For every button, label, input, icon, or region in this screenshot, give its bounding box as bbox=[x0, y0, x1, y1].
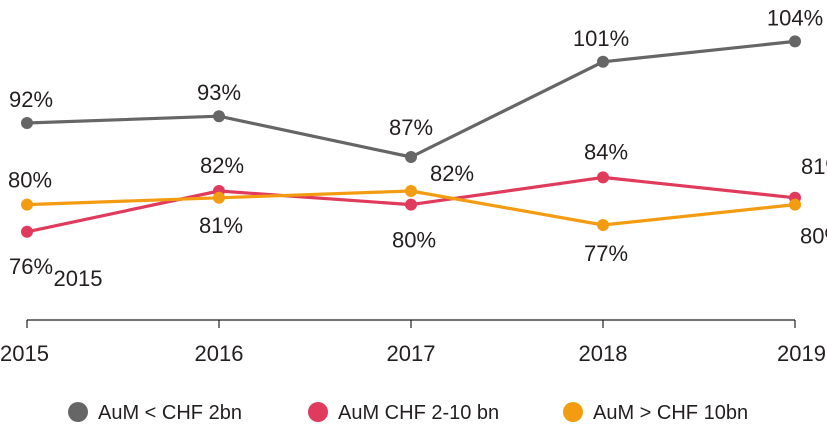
data-label: 77% bbox=[584, 241, 628, 266]
data-label: 82% bbox=[430, 161, 474, 186]
x-tick-label: 2018 bbox=[579, 341, 628, 366]
data-point bbox=[597, 171, 609, 184]
legend-label: AuM < CHF 2bn bbox=[98, 402, 242, 424]
data-label: 82% bbox=[200, 153, 244, 178]
data-point bbox=[213, 110, 225, 123]
data-label: 101% bbox=[573, 26, 629, 51]
x-tick-label: 2017 bbox=[387, 341, 436, 366]
data-point bbox=[405, 198, 417, 211]
data-label: 81% bbox=[199, 213, 243, 238]
data-point bbox=[213, 191, 225, 204]
data-point bbox=[789, 198, 801, 211]
series-points bbox=[21, 35, 801, 238]
x-tick-label: 2015 bbox=[0, 341, 49, 366]
data-point bbox=[789, 35, 801, 48]
data-point bbox=[405, 185, 417, 197]
data-label: 76% bbox=[9, 254, 53, 279]
data-label: 87% bbox=[389, 115, 433, 140]
legend-marker bbox=[563, 402, 583, 422]
legend: AuM < CHF 2bn AuM CHF 2-10 bn AuM > CHF 10… bbox=[68, 402, 748, 424]
data-label: 92% bbox=[9, 87, 53, 112]
x-tick-label: 2016 bbox=[195, 341, 244, 366]
data-label: 80% bbox=[8, 168, 52, 193]
legend-marker bbox=[68, 402, 88, 422]
annotations: 2015 bbox=[54, 266, 103, 291]
data-point bbox=[405, 151, 417, 163]
data-label: 81% bbox=[801, 154, 827, 179]
data-label: 104% bbox=[767, 5, 823, 30]
data-point bbox=[21, 117, 33, 129]
legend-label: AuM > CHF 10bn bbox=[593, 402, 748, 424]
data-label: 80% bbox=[800, 224, 827, 249]
data-point bbox=[597, 219, 609, 231]
data-point bbox=[21, 198, 33, 211]
data-point bbox=[597, 55, 609, 68]
x-tick-label: 2019 bbox=[777, 341, 826, 366]
data-label: 84% bbox=[584, 139, 628, 164]
annotation-label: 2015 bbox=[54, 266, 103, 291]
x-axis: 2015 2016 2017 2018 2019 bbox=[0, 319, 826, 366]
data-labels: 92% 93% 87% 101% 104% 76% 82% 80% 84% 81% 80% 81% 82… bbox=[8, 5, 827, 278]
legend-label: AuM CHF 2-10 bn bbox=[338, 402, 499, 424]
legend-marker bbox=[308, 402, 328, 422]
data-label: 80% bbox=[392, 228, 436, 253]
data-label: 93% bbox=[197, 80, 241, 105]
data-point bbox=[21, 225, 33, 238]
